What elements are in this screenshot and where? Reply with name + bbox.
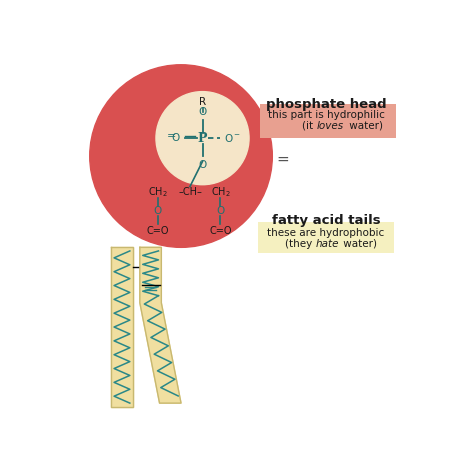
Text: =: = [277,152,289,167]
Polygon shape [140,247,181,403]
Text: fatty acid tails: fatty acid tails [272,214,380,227]
Text: O: O [171,133,179,143]
FancyBboxPatch shape [258,222,394,253]
Text: O$^-$: O$^-$ [224,132,241,144]
Text: O: O [216,206,225,216]
Text: P: P [198,132,207,145]
Text: hate: hate [315,239,339,249]
Text: CH$_2$: CH$_2$ [211,185,230,199]
Text: (it: (it [303,120,317,131]
FancyBboxPatch shape [260,104,396,138]
Text: O: O [153,206,162,216]
Text: loves: loves [317,120,344,131]
Text: =: = [167,131,177,140]
Text: CH$_2$: CH$_2$ [148,185,168,199]
Polygon shape [111,247,133,407]
Text: phosphate head: phosphate head [266,98,387,111]
Text: C=O: C=O [146,226,169,236]
Text: O: O [198,106,207,117]
Text: C=O: C=O [209,226,232,236]
Text: R: R [199,97,206,107]
Circle shape [90,65,272,247]
Text: (they: (they [285,239,315,249]
Text: these are hydrophobic: these are hydrophobic [268,228,385,238]
Text: water): water) [340,239,377,249]
Circle shape [156,92,249,185]
Text: water): water) [346,120,383,131]
Text: this part is hydrophilic: this part is hydrophilic [268,110,385,120]
Text: –CH–: –CH– [178,187,202,197]
Text: O: O [198,159,207,170]
